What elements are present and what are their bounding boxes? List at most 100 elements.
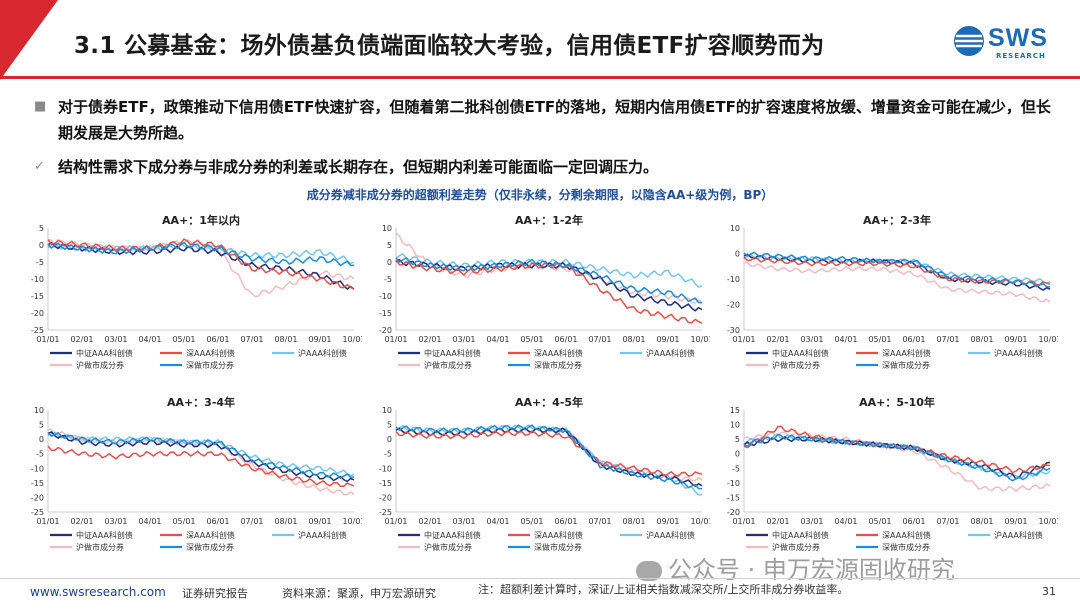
y-tick-label: -20 (727, 508, 740, 517)
legend-label: 沪AAA科创债 (646, 530, 695, 540)
series-line (395, 258, 703, 312)
chart-title: AA+：1年以内 (162, 213, 240, 227)
legend-label: 沪做市成分券 (76, 542, 124, 552)
x-tick-label: 10/01 (342, 335, 362, 344)
x-tick-label: 02/01 (418, 335, 441, 344)
y-tick-label: 0 (39, 435, 44, 444)
y-tick-label: 10 (34, 406, 44, 415)
x-tick-label: 05/01 (520, 335, 543, 344)
x-tick-label: 05/01 (172, 517, 195, 526)
footer-source: 资料来源：聚源，申万宏源研究 (282, 587, 436, 600)
x-tick-label: 08/01 (970, 517, 993, 526)
y-tick-label: -10 (379, 292, 392, 301)
y-tick-label: -5 (36, 450, 44, 459)
x-tick-label: 03/01 (104, 335, 127, 344)
chart-aa-plus-1-2y: AA+：1-2年 10 5 0 -5 -10 -15 -20 01/01 02/01 03/01 04… (370, 210, 710, 390)
bullet-2: ✓ 结构性需求下成分券与非成分券的利差或长期存在，但短期内利差可能面临一定回调压… (34, 154, 1058, 180)
x-tick-label: 01/01 (36, 335, 59, 344)
x-tick-label: 06/01 (554, 517, 577, 526)
series-line (743, 256, 1051, 286)
legend-label: 沪AAA科创债 (646, 348, 695, 358)
x-tick-label: 09/01 (1004, 517, 1027, 526)
legend-label: 中证AAA科创债 (76, 530, 133, 540)
x-tick-label: 10/01 (1038, 517, 1058, 526)
y-tick-label: 0 (735, 450, 740, 459)
x-tick-label: 04/01 (486, 335, 509, 344)
checkmark-icon: ✓ (34, 159, 45, 174)
legend-label: 中证AAA科创债 (424, 348, 481, 358)
y-tick-label: -10 (379, 464, 392, 473)
chart-title: AA+：5-10年 (859, 395, 935, 409)
y-tick-label: -5 (384, 275, 392, 284)
x-tick-label: 01/01 (384, 517, 407, 526)
legend-label: 沪AAA科创债 (994, 348, 1043, 358)
footer-url-link[interactable]: www.swsresearch.com (30, 585, 166, 599)
footer-note: 注：超额利差计算时，深证/上证相关指数减深交所/上交所非成分券收益率。 (478, 583, 849, 596)
y-tick-label: 10 (730, 224, 740, 233)
legend-label: 沪做市成分券 (424, 360, 472, 370)
logo-text: SWS (988, 24, 1048, 52)
x-tick-label: 04/01 (486, 517, 509, 526)
x-tick-label: 02/01 (418, 517, 441, 526)
y-tick-label: -15 (727, 493, 740, 502)
wechat-icon (636, 561, 662, 581)
x-tick-label: 06/01 (206, 517, 229, 526)
x-tick-label: 04/01 (834, 335, 857, 344)
x-tick-label: 10/01 (690, 335, 710, 344)
x-tick-label: 07/01 (240, 335, 263, 344)
legend-label: 深做市成分券 (186, 542, 234, 552)
title-accent-shape (0, 0, 58, 80)
sws-globe-icon (954, 26, 984, 56)
y-tick-label: -10 (31, 275, 44, 284)
y-tick-label: -5 (384, 450, 392, 459)
x-tick-label: 06/01 (206, 335, 229, 344)
page-number: 31 (1042, 585, 1056, 598)
x-tick-label: 07/01 (588, 517, 611, 526)
chart-aa-plus-5-10y: AA+：5-10年 15 10 5 0 -5 -10 -15 -20 01/01 02/01 03/0… (718, 392, 1058, 572)
y-tick-label: -30 (727, 326, 740, 335)
series-line (395, 257, 703, 304)
logo-subtext: RESEARCH (996, 52, 1046, 60)
chart-aa-plus-2-3y: AA+：2-3年 10 0 -10 -20 -30 01/01 02/01 03/01 04/01… (718, 210, 1058, 390)
series-line (47, 241, 355, 290)
legend-label: 沪做市成分券 (772, 360, 820, 370)
series-line (47, 432, 355, 479)
x-tick-label: 05/01 (172, 335, 195, 344)
legend-label: 深AAA科创债 (186, 530, 235, 540)
watermark-text: 公众号 · 申万宏源固收研究 (668, 556, 955, 584)
y-tick-label: 0 (39, 241, 44, 250)
y-tick-label: -20 (727, 301, 740, 310)
x-tick-label: 08/01 (970, 335, 993, 344)
x-tick-label: 10/01 (1038, 335, 1058, 344)
chart-title: AA+：4-5年 (515, 395, 583, 409)
y-tick-label: -10 (727, 275, 740, 284)
series-line (743, 425, 1051, 474)
x-tick-label: 02/01 (766, 517, 789, 526)
y-tick-label: -25 (31, 508, 44, 517)
watermark: 公众号 · 申万宏源固收研究 (636, 550, 955, 585)
chart-aa-plus-3-4y: AA+：3-4年 10 5 0 -5 -10 -15 -20 -25 01/01 02/01 03/0… (22, 392, 362, 572)
y-tick-label: 0 (387, 258, 392, 267)
x-tick-label: 09/01 (1004, 335, 1027, 344)
x-tick-label: 09/01 (656, 335, 679, 344)
y-tick-label: -5 (36, 258, 44, 267)
x-tick-label: 09/01 (308, 517, 331, 526)
y-tick-label: -20 (31, 309, 44, 318)
x-tick-label: 01/01 (732, 335, 755, 344)
x-tick-label: 10/01 (342, 517, 362, 526)
y-tick-label: -15 (379, 309, 392, 318)
x-tick-label: 05/01 (520, 517, 543, 526)
title-bar: 3.1 公募基金：场外债基负债端面临较大考验，信用债ETF扩容顺势而为 SWS … (0, 0, 1080, 80)
x-tick-label: 02/01 (70, 335, 93, 344)
x-tick-label: 03/01 (452, 335, 475, 344)
legend-label: 深AAA科创债 (534, 348, 583, 358)
y-tick-label: -10 (727, 479, 740, 488)
legend-label: 中证AAA科创债 (772, 530, 829, 540)
y-tick-label: -15 (379, 479, 392, 488)
series-line (395, 259, 703, 324)
legend-label: 沪做市成分券 (424, 542, 472, 552)
x-tick-label: 07/01 (936, 335, 959, 344)
y-tick-label: -10 (31, 464, 44, 473)
